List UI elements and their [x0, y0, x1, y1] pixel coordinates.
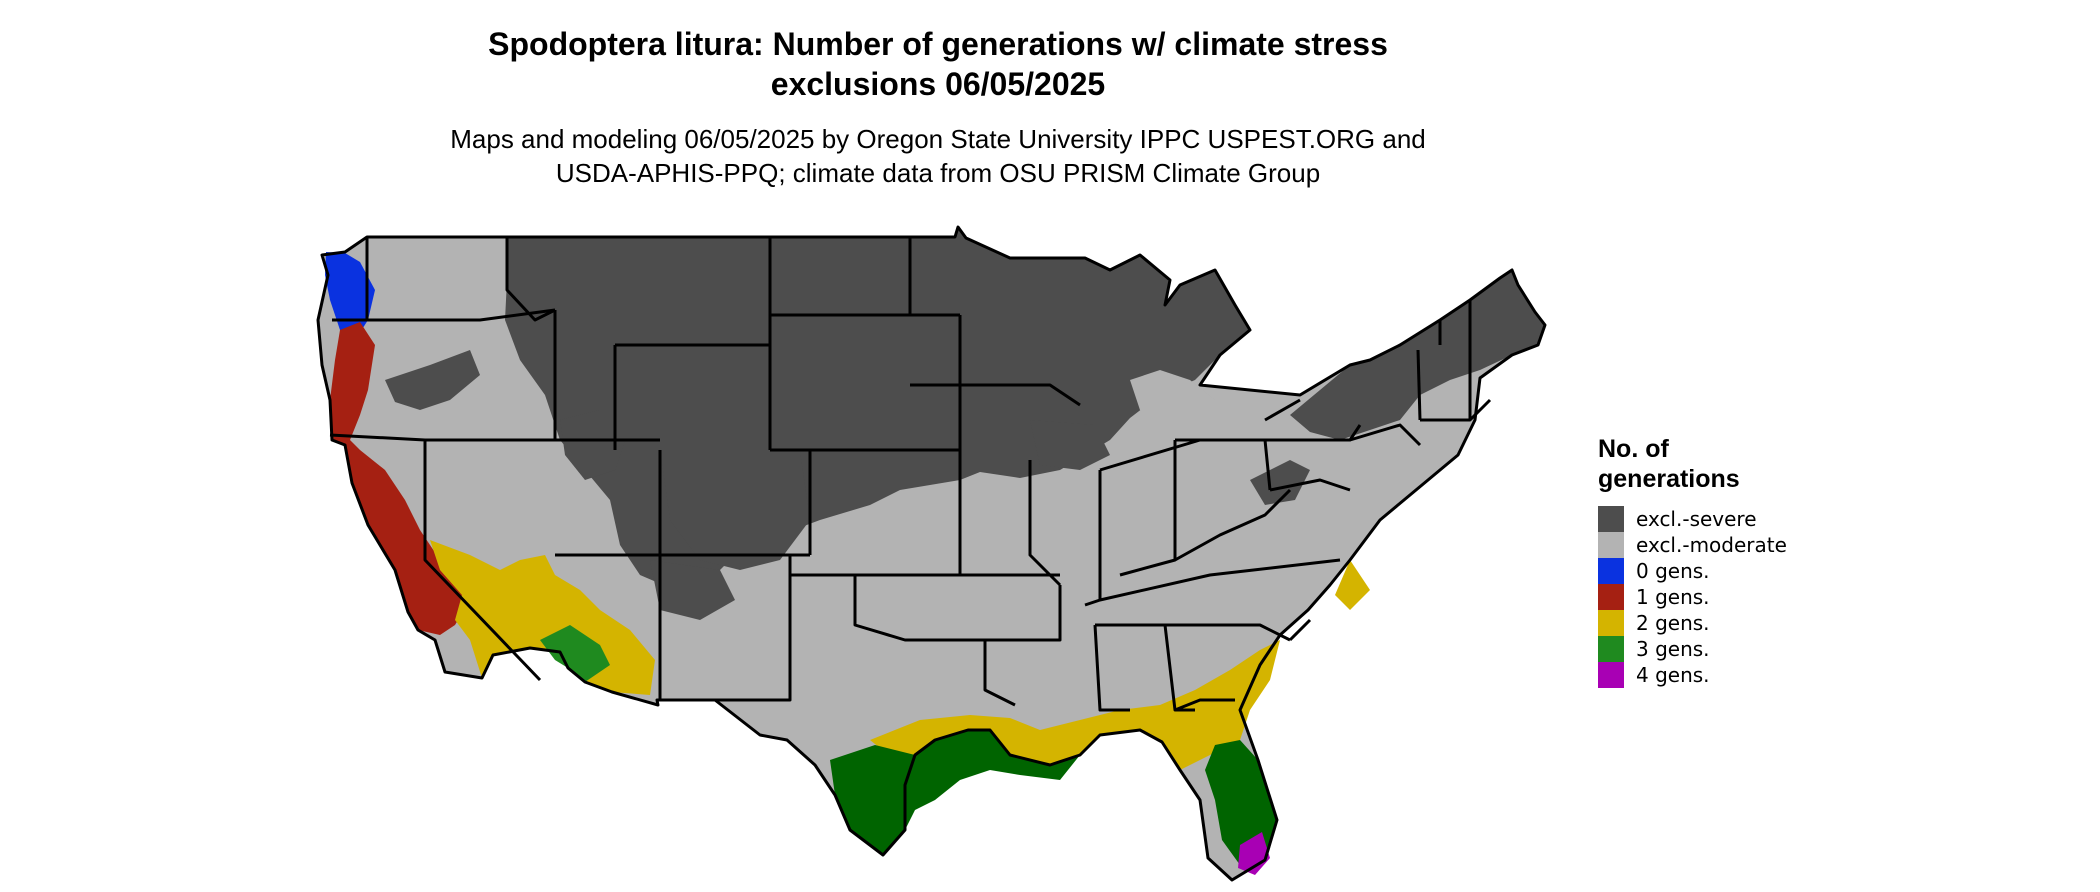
- legend-swatch: [1598, 506, 1624, 532]
- severe-zone-appalachians: [1250, 460, 1310, 505]
- legend-swatch: [1598, 610, 1624, 636]
- michigan-moderate-patch: [1130, 370, 1215, 430]
- map-title: Spodoptera litura: Number of generations…: [0, 24, 1876, 104]
- legend-label: excl.-severe: [1636, 507, 1757, 531]
- state-boundaries: [316, 225, 1547, 882]
- legend-label: excl.-moderate: [1636, 533, 1787, 557]
- legend-item-3-gens: 3 gens.: [1598, 636, 1818, 662]
- severe-zone-new-mexico-mountains: [650, 560, 735, 620]
- legend-swatch: [1598, 636, 1624, 662]
- severe-zone-iowa-illinois: [1030, 420, 1110, 470]
- legend-swatch: [1598, 662, 1624, 688]
- three-gens-zone-florida: [1205, 740, 1277, 865]
- legend-label: 0 gens.: [1636, 559, 1710, 583]
- map-title-line-1: Spodoptera litura: Number of generations…: [488, 26, 1388, 62]
- legend-swatch: [1598, 532, 1624, 558]
- legend-items: excl.-severe excl.-moderate 0 gens. 1 ge…: [1598, 506, 1818, 688]
- one-gen-zone-pacific-coast: [330, 322, 470, 635]
- legend-label: 2 gens.: [1636, 611, 1710, 635]
- map-title-line-2: exclusions 06/05/2025: [770, 66, 1106, 102]
- legend-item-4-gens: 4 gens.: [1598, 662, 1818, 688]
- map-legend: No. of generations excl.-severe excl.-mo…: [1598, 434, 1818, 688]
- severe-zone-pacific-northwest: [385, 350, 480, 410]
- legend-title: No. of generations: [1598, 434, 1818, 494]
- legend-label: 1 gens.: [1636, 585, 1710, 609]
- legend-label: 3 gens.: [1636, 637, 1710, 661]
- zero-gens-zone-washington-coast: [325, 252, 375, 345]
- four-gens-zone-south-florida: [1238, 832, 1270, 875]
- two-gens-zone-north-carolina: [1335, 560, 1370, 610]
- legend-title-line-1: No. of: [1598, 435, 1669, 463]
- two-gens-zone-gulf-coast: [870, 640, 1280, 770]
- map-subtitle-line-2: USDA-APHIS-PPQ; climate data from OSU PR…: [555, 158, 1321, 188]
- severe-zone-colorado: [660, 450, 810, 570]
- legend-swatch: [1598, 558, 1624, 584]
- legend-swatch: [1598, 584, 1624, 610]
- legend-item-1-gens: 1 gens.: [1598, 584, 1818, 610]
- three-gens-zone-arizona: [540, 625, 610, 682]
- legend-label: 4 gens.: [1636, 663, 1710, 687]
- legend-item-0-gens: 0 gens.: [1598, 558, 1818, 584]
- map-subtitle: Maps and modeling 06/05/2025 by Oregon S…: [0, 122, 1876, 190]
- legend-item-excl-severe: excl.-severe: [1598, 506, 1818, 532]
- three-gens-zone-texas-gulf: [830, 730, 1080, 855]
- legend-item-excl-moderate: excl.-moderate: [1598, 532, 1818, 558]
- severe-zone-great-basin: [560, 410, 625, 480]
- legend-title-line-2: generations: [1598, 465, 1740, 493]
- legend-item-2-gens: 2 gens.: [1598, 610, 1818, 636]
- map-subtitle-line-1: Maps and modeling 06/05/2025 by Oregon S…: [450, 124, 1426, 154]
